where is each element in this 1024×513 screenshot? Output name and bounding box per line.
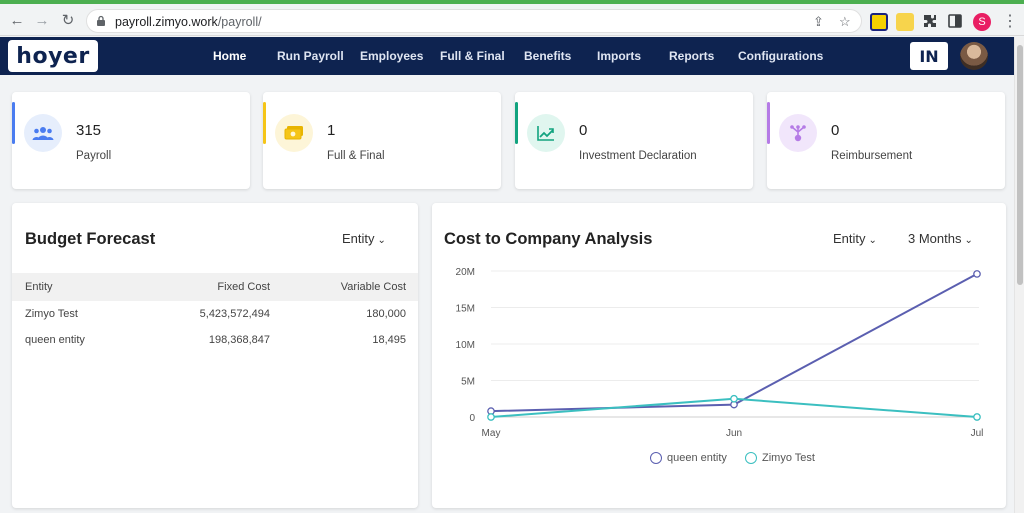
stat-label: Reimbursement (831, 150, 913, 162)
url-text: payroll.zimyo.work/payroll/ (115, 15, 262, 29)
legend-marker (745, 452, 757, 464)
legend-marker (650, 452, 662, 464)
puzzle-icon[interactable] (922, 13, 938, 29)
table-cell: 5,423,572,494 (199, 308, 270, 320)
period-dropdown[interactable]: 3 Months ⌄ (908, 231, 973, 246)
extension-icon-1[interactable] (870, 13, 888, 31)
ctc-analysis-panel: Cost to Company Analysis Entity ⌄ 3 Month… (432, 203, 1006, 508)
share-icon[interactable]: ⇪ (813, 14, 824, 29)
data-point (973, 270, 981, 278)
nav-employees[interactable]: Employees (360, 49, 424, 63)
browser-accent-strip (0, 0, 1024, 4)
table-cell: Zimyo Test (25, 308, 78, 320)
stat-card-full-final[interactable]: 1 Full & Final (263, 92, 501, 189)
stat-card-investment-declaration[interactable]: 0 Investment Declaration (515, 92, 753, 189)
y-tick-label: 15M (456, 304, 475, 315)
browser-toolbar: ← → ↻ payroll.zimyo.work/payroll/ ⇪ ☆ S … (0, 4, 1024, 36)
nav-run-payroll[interactable]: Run Payroll (277, 49, 344, 63)
stat-value: 315 (76, 122, 102, 139)
nav-benefits[interactable]: Benefits (524, 49, 572, 63)
card-accent (515, 102, 518, 144)
stat-label: Payroll (76, 150, 112, 162)
nav-reports[interactable]: Reports (669, 49, 715, 63)
stat-card-payroll[interactable]: 315 Payroll (12, 92, 250, 189)
table-cell: 198,368,847 (208, 334, 270, 346)
y-tick-label: 10M (456, 340, 475, 351)
app-header: hoyer Home Run Payroll Employees Full & … (0, 37, 1014, 75)
stat-label: Full & Final (327, 150, 385, 162)
y-tick-label: 5M (461, 377, 475, 388)
stat-card-reimbursement[interactable]: 0 Reimbursement (767, 92, 1005, 189)
data-point (973, 413, 981, 421)
panel-title: Cost to Company Analysis (444, 230, 653, 248)
scrollbar-thumb[interactable] (1017, 45, 1023, 285)
x-tick-label: Jun (726, 428, 742, 439)
ctc-line-chart: 0 5M 10M 15M 20M May Jun Jul (456, 267, 984, 439)
stat-label: Investment Declaration (579, 150, 697, 162)
reimburse-icon (779, 114, 817, 152)
y-tick-label: 0 (469, 413, 475, 424)
panel-title: Budget Forecast (25, 230, 156, 248)
column-header: Variable Cost (340, 281, 406, 293)
x-tick-label: Jul (971, 428, 984, 439)
star-icon[interactable]: ☆ (839, 14, 851, 29)
chevron-down-icon: ⌄ (868, 235, 877, 246)
nav-imports[interactable]: Imports (597, 49, 642, 63)
profile-avatar[interactable]: S (973, 13, 991, 31)
forward-arrow-icon[interactable]: → (34, 11, 50, 29)
series-line-0 (490, 273, 978, 413)
legend-item[interactable]: queen entity (650, 452, 727, 464)
stat-value: 0 (831, 122, 840, 139)
table-header: Entity Fixed Cost Variable Cost (12, 273, 418, 301)
table-cell: queen entity (25, 334, 85, 346)
legend-item[interactable]: Zimyo Test (745, 452, 815, 464)
chevron-down-icon: ⌄ (377, 235, 386, 246)
page-scrollbar[interactable] (1014, 37, 1024, 513)
logo[interactable]: hoyer (8, 40, 98, 72)
table-cell: 180,000 (366, 308, 406, 320)
card-accent (12, 102, 15, 144)
chevron-down-icon: ⌄ (964, 235, 973, 246)
lock-icon (97, 15, 105, 26)
entity-dropdown[interactable]: Entity ⌄ (342, 231, 386, 246)
language-selector[interactable]: IN (910, 42, 948, 70)
extension-icon-2[interactable] (896, 13, 914, 31)
users-icon (24, 114, 62, 152)
sidepanel-icon[interactable] (948, 14, 962, 28)
stat-value: 0 (579, 122, 588, 139)
address-bar[interactable]: payroll.zimyo.work/payroll/ ⇪ ☆ (86, 9, 862, 33)
data-point (730, 394, 738, 403)
table-cell: 18,495 (372, 334, 406, 346)
user-avatar[interactable] (960, 42, 988, 70)
entity-dropdown[interactable]: Entity ⌄ (833, 231, 877, 246)
data-point (487, 413, 495, 421)
nav-configurations[interactable]: Configurations (738, 49, 824, 63)
back-arrow-icon[interactable]: ← (9, 11, 25, 29)
budget-forecast-panel: Budget Forecast Entity ⌄ Entity Fixed Cos… (12, 203, 418, 508)
stat-value: 1 (327, 122, 336, 139)
money-icon (275, 114, 313, 152)
nav-full-final[interactable]: Full & Final (440, 49, 505, 63)
x-tick-label: May (482, 428, 501, 439)
reload-icon[interactable]: ↻ (61, 12, 75, 29)
card-accent (767, 102, 770, 144)
more-menu-icon[interactable]: ⋮ (1002, 13, 1018, 30)
y-tick-label: 20M (456, 267, 475, 278)
nav-home[interactable]: Home (213, 49, 247, 63)
column-header: Fixed Cost (217, 281, 270, 293)
trend-up-icon (527, 114, 565, 152)
card-accent (263, 102, 266, 144)
column-header: Entity (25, 281, 53, 293)
